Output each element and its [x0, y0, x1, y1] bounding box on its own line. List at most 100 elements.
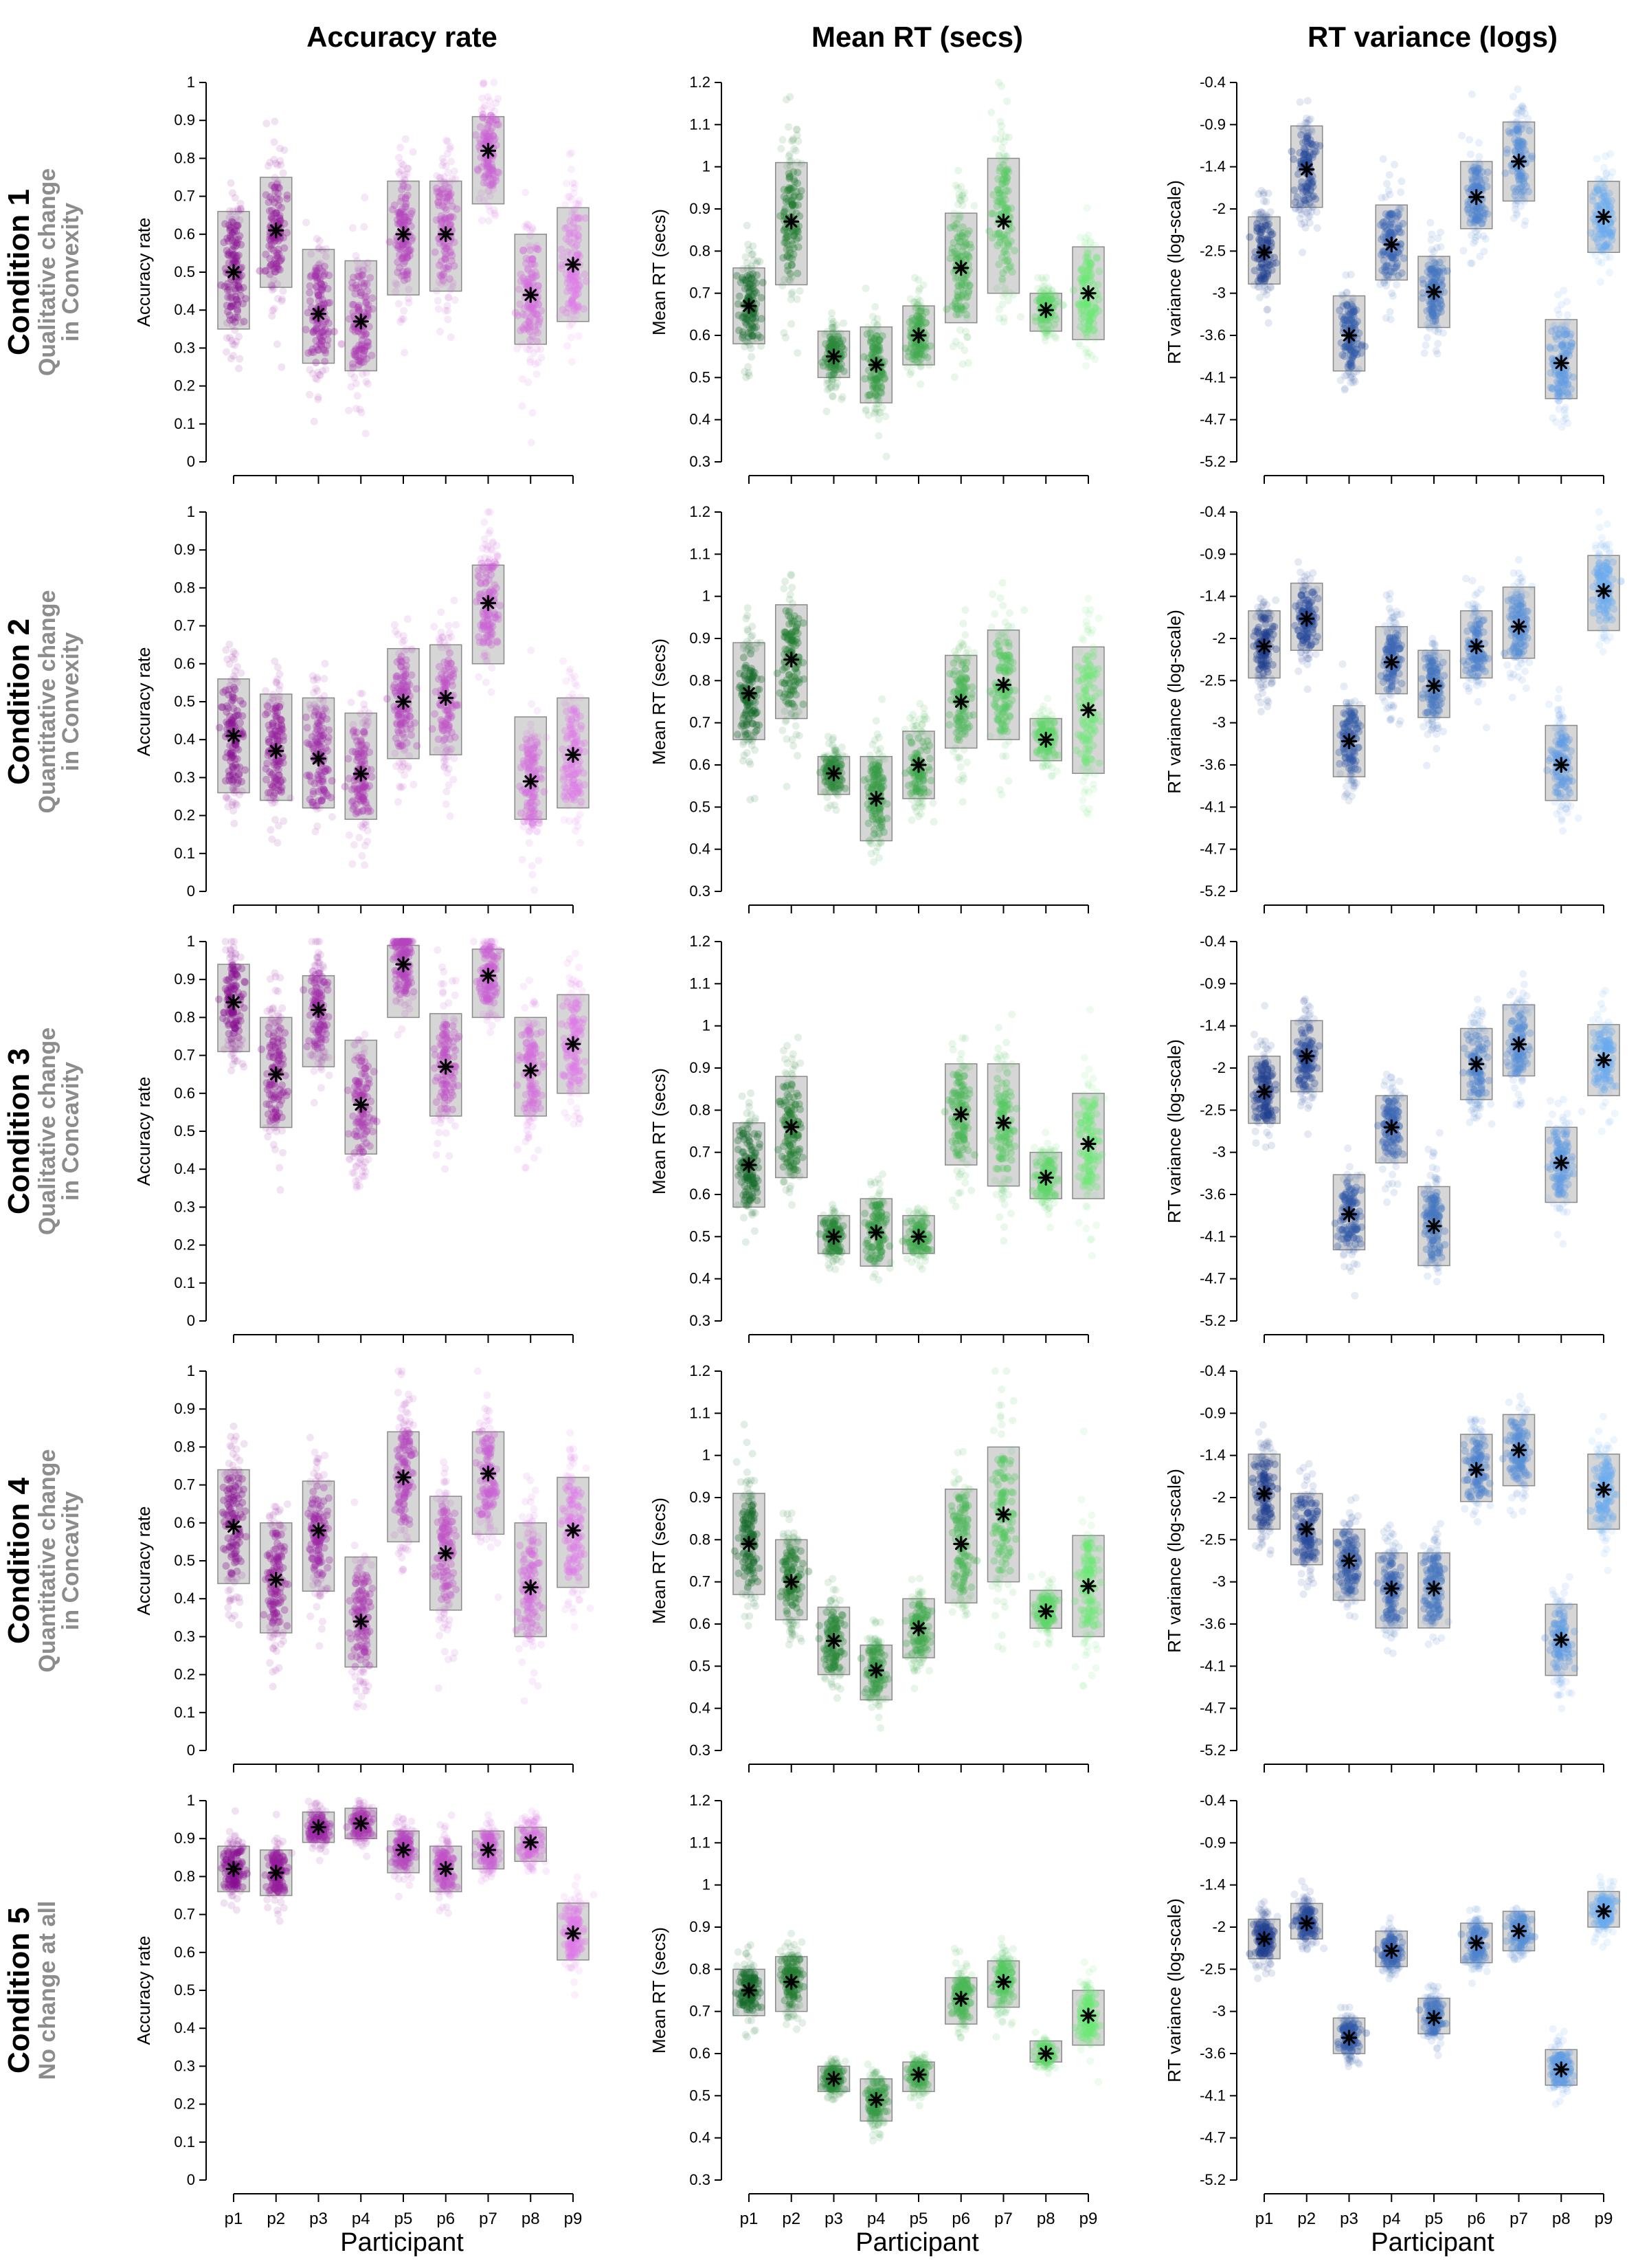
sample-cloud [511, 188, 546, 447]
mean-marker [1553, 1155, 1569, 1171]
condition-subtitle-1: No change at all [34, 1901, 60, 2080]
participant-p5 [901, 274, 935, 388]
y-tick-label: 0.3 [689, 1312, 710, 1329]
mean-marker [783, 652, 800, 668]
participant-p5 [387, 937, 420, 1039]
participant-p5 [901, 1575, 936, 1693]
column-title-mean-rt: Mean RT (secs) [811, 21, 1023, 53]
mean-marker [995, 1506, 1012, 1523]
participant-p4 [344, 1498, 377, 1711]
sample-cloud [390, 1367, 419, 1575]
y-tick-label: 0.6 [174, 1514, 195, 1531]
participant-p2 [1288, 1877, 1328, 1954]
y-tick-label: 1.1 [689, 545, 710, 562]
x-axis: p1 p2 p3 p4 p5 p6 p7 p8 p9 [225, 2193, 582, 2228]
participant-p1 [1248, 1421, 1281, 1558]
y-axis: 0 0.1 0.2 0.3 0.4 0.5 0.6 0.7 0.8 0.9 1 Accuracy ra… [133, 503, 207, 900]
participant-p2 [260, 1500, 293, 1691]
y-axis: 0.3 0.4 0.5 0.6 0.7 0.8 0.9 1 1.1 1.2 Mean RT (sec… [649, 933, 722, 1329]
mean-marker [1256, 1485, 1272, 1502]
mean-marker [1383, 236, 1400, 253]
sample-cloud [258, 969, 292, 1194]
column-title-accuracy: Accuracy rate [306, 21, 497, 53]
y-tick-label: -2.5 [1200, 1531, 1226, 1548]
participant-p4 [1373, 1070, 1408, 1206]
y-axis-label: Mean RT (secs) [649, 1927, 669, 2054]
participant-p6 [1459, 575, 1493, 732]
mean-marker [953, 693, 969, 710]
y-tick-label: 0.6 [174, 225, 195, 243]
mean-marker [1383, 1119, 1400, 1135]
participant-p3 [302, 1434, 335, 1650]
participant-p8 [1029, 274, 1067, 345]
x-axis: p1 p2 p3 p4 p5 p6 p7 p8 p9 [740, 2193, 1097, 2228]
y-tick-label: -4.1 [1200, 368, 1226, 386]
x-tick-label: p7 [994, 2210, 1013, 2228]
panel-c2-rt-variance: -5.2 -4.7 -4.1 -3.6 -3 -2.5 -2 -1.4 -0.9 -0.4 RT v… [1164, 503, 1625, 913]
y-axis-label: Mean RT (secs) [649, 1498, 669, 1624]
participant-p3 [1331, 1144, 1366, 1300]
sample-cloud [1586, 1412, 1620, 1575]
x-tick-label: p1 [740, 2210, 759, 2228]
panel-c3-accuracy: 0 0.1 0.2 0.3 0.4 0.5 0.6 0.7 0.8 0.9 1 Accuracy ra… [133, 933, 590, 1343]
y-tick-label: 0.7 [174, 188, 195, 205]
mean-marker [1340, 327, 1358, 344]
y-tick-label: 0.8 [689, 1101, 710, 1118]
y-axis-label: Mean RT (secs) [649, 209, 669, 335]
y-tick-label: 0.4 [174, 731, 195, 748]
sample-cloud [943, 166, 978, 381]
y-tick-label: -2 [1212, 200, 1226, 217]
mean-marker [1510, 1036, 1527, 1053]
x-tick-label: p2 [267, 2210, 285, 2228]
participant-p8 [1541, 1572, 1579, 1713]
mean-marker [1468, 1462, 1485, 1478]
y-tick-label: 0.1 [174, 1274, 195, 1291]
panel-c4-accuracy: 0 0.1 0.2 0.3 0.4 0.5 0.6 0.7 0.8 0.9 1 Accuracy ra… [133, 1362, 594, 1772]
y-axis-label: Accuracy rate [133, 1936, 154, 2045]
participant-p8 [513, 977, 548, 1172]
y-tick-label: -3.6 [1200, 1615, 1226, 1632]
y-axis: -5.2 -4.7 -4.1 -3.6 -3 -2.5 -2 -1.4 -0.9 -0.4 RT v… [1164, 74, 1237, 470]
y-tick-label: 0.6 [689, 326, 710, 344]
x-axis [233, 904, 574, 913]
y-tick-label: 0.8 [174, 1867, 195, 1885]
participant-p2 [775, 1929, 808, 2033]
mean-marker [352, 1613, 369, 1630]
sample-cloud [1377, 590, 1406, 729]
y-tick-label: -3.6 [1200, 756, 1226, 773]
mean-marker [352, 1815, 369, 1832]
mean-marker [565, 1036, 581, 1052]
y-tick-label: 0.1 [174, 845, 195, 862]
mean-marker [1426, 1218, 1442, 1234]
participant-p9 [1071, 1958, 1105, 2086]
participant-p3 [816, 1201, 851, 1274]
participant-p2 [1290, 558, 1323, 693]
y-tick-label: -5.2 [1200, 453, 1226, 470]
participant-p2 [260, 1810, 296, 1925]
x-axis: p1 p2 p3 p4 p5 p6 p7 p8 p9 [1255, 2193, 1613, 2228]
sample-cloud [1074, 1005, 1108, 1260]
x-tick-label: p1 [1255, 2210, 1274, 2228]
mean-marker [1299, 161, 1315, 178]
y-tick-label: 0.3 [174, 339, 195, 356]
y-tick-label: -0.9 [1200, 545, 1226, 562]
y-tick-label: 0.5 [689, 2087, 710, 2104]
mean-marker [565, 1925, 581, 1942]
y-tick-label: 1 [702, 1447, 710, 1464]
x-axis [1264, 904, 1604, 913]
y-tick-label: 0.3 [689, 2171, 710, 2188]
y-tick-label: 0 [187, 2171, 195, 2188]
x-tick-label: p8 [1552, 2210, 1571, 2228]
y-tick-label: 0.6 [174, 1085, 195, 1102]
y-tick-label: -1.4 [1200, 1876, 1226, 1893]
y-axis: -5.2 -4.7 -4.1 -3.6 -3 -2.5 -2 -1.4 -0.9 -0.4 RT v… [1164, 1362, 1237, 1759]
y-tick-label: 0.7 [689, 1144, 710, 1161]
mean-marker [268, 222, 284, 238]
mean-marker [1340, 2030, 1358, 2046]
mean-marker [825, 1228, 842, 1245]
y-tick-label: -3 [1212, 714, 1226, 731]
y-tick-label: 0.5 [689, 1227, 710, 1245]
x-tick-label: p3 [1340, 2210, 1358, 2228]
mean-marker [1080, 702, 1097, 718]
